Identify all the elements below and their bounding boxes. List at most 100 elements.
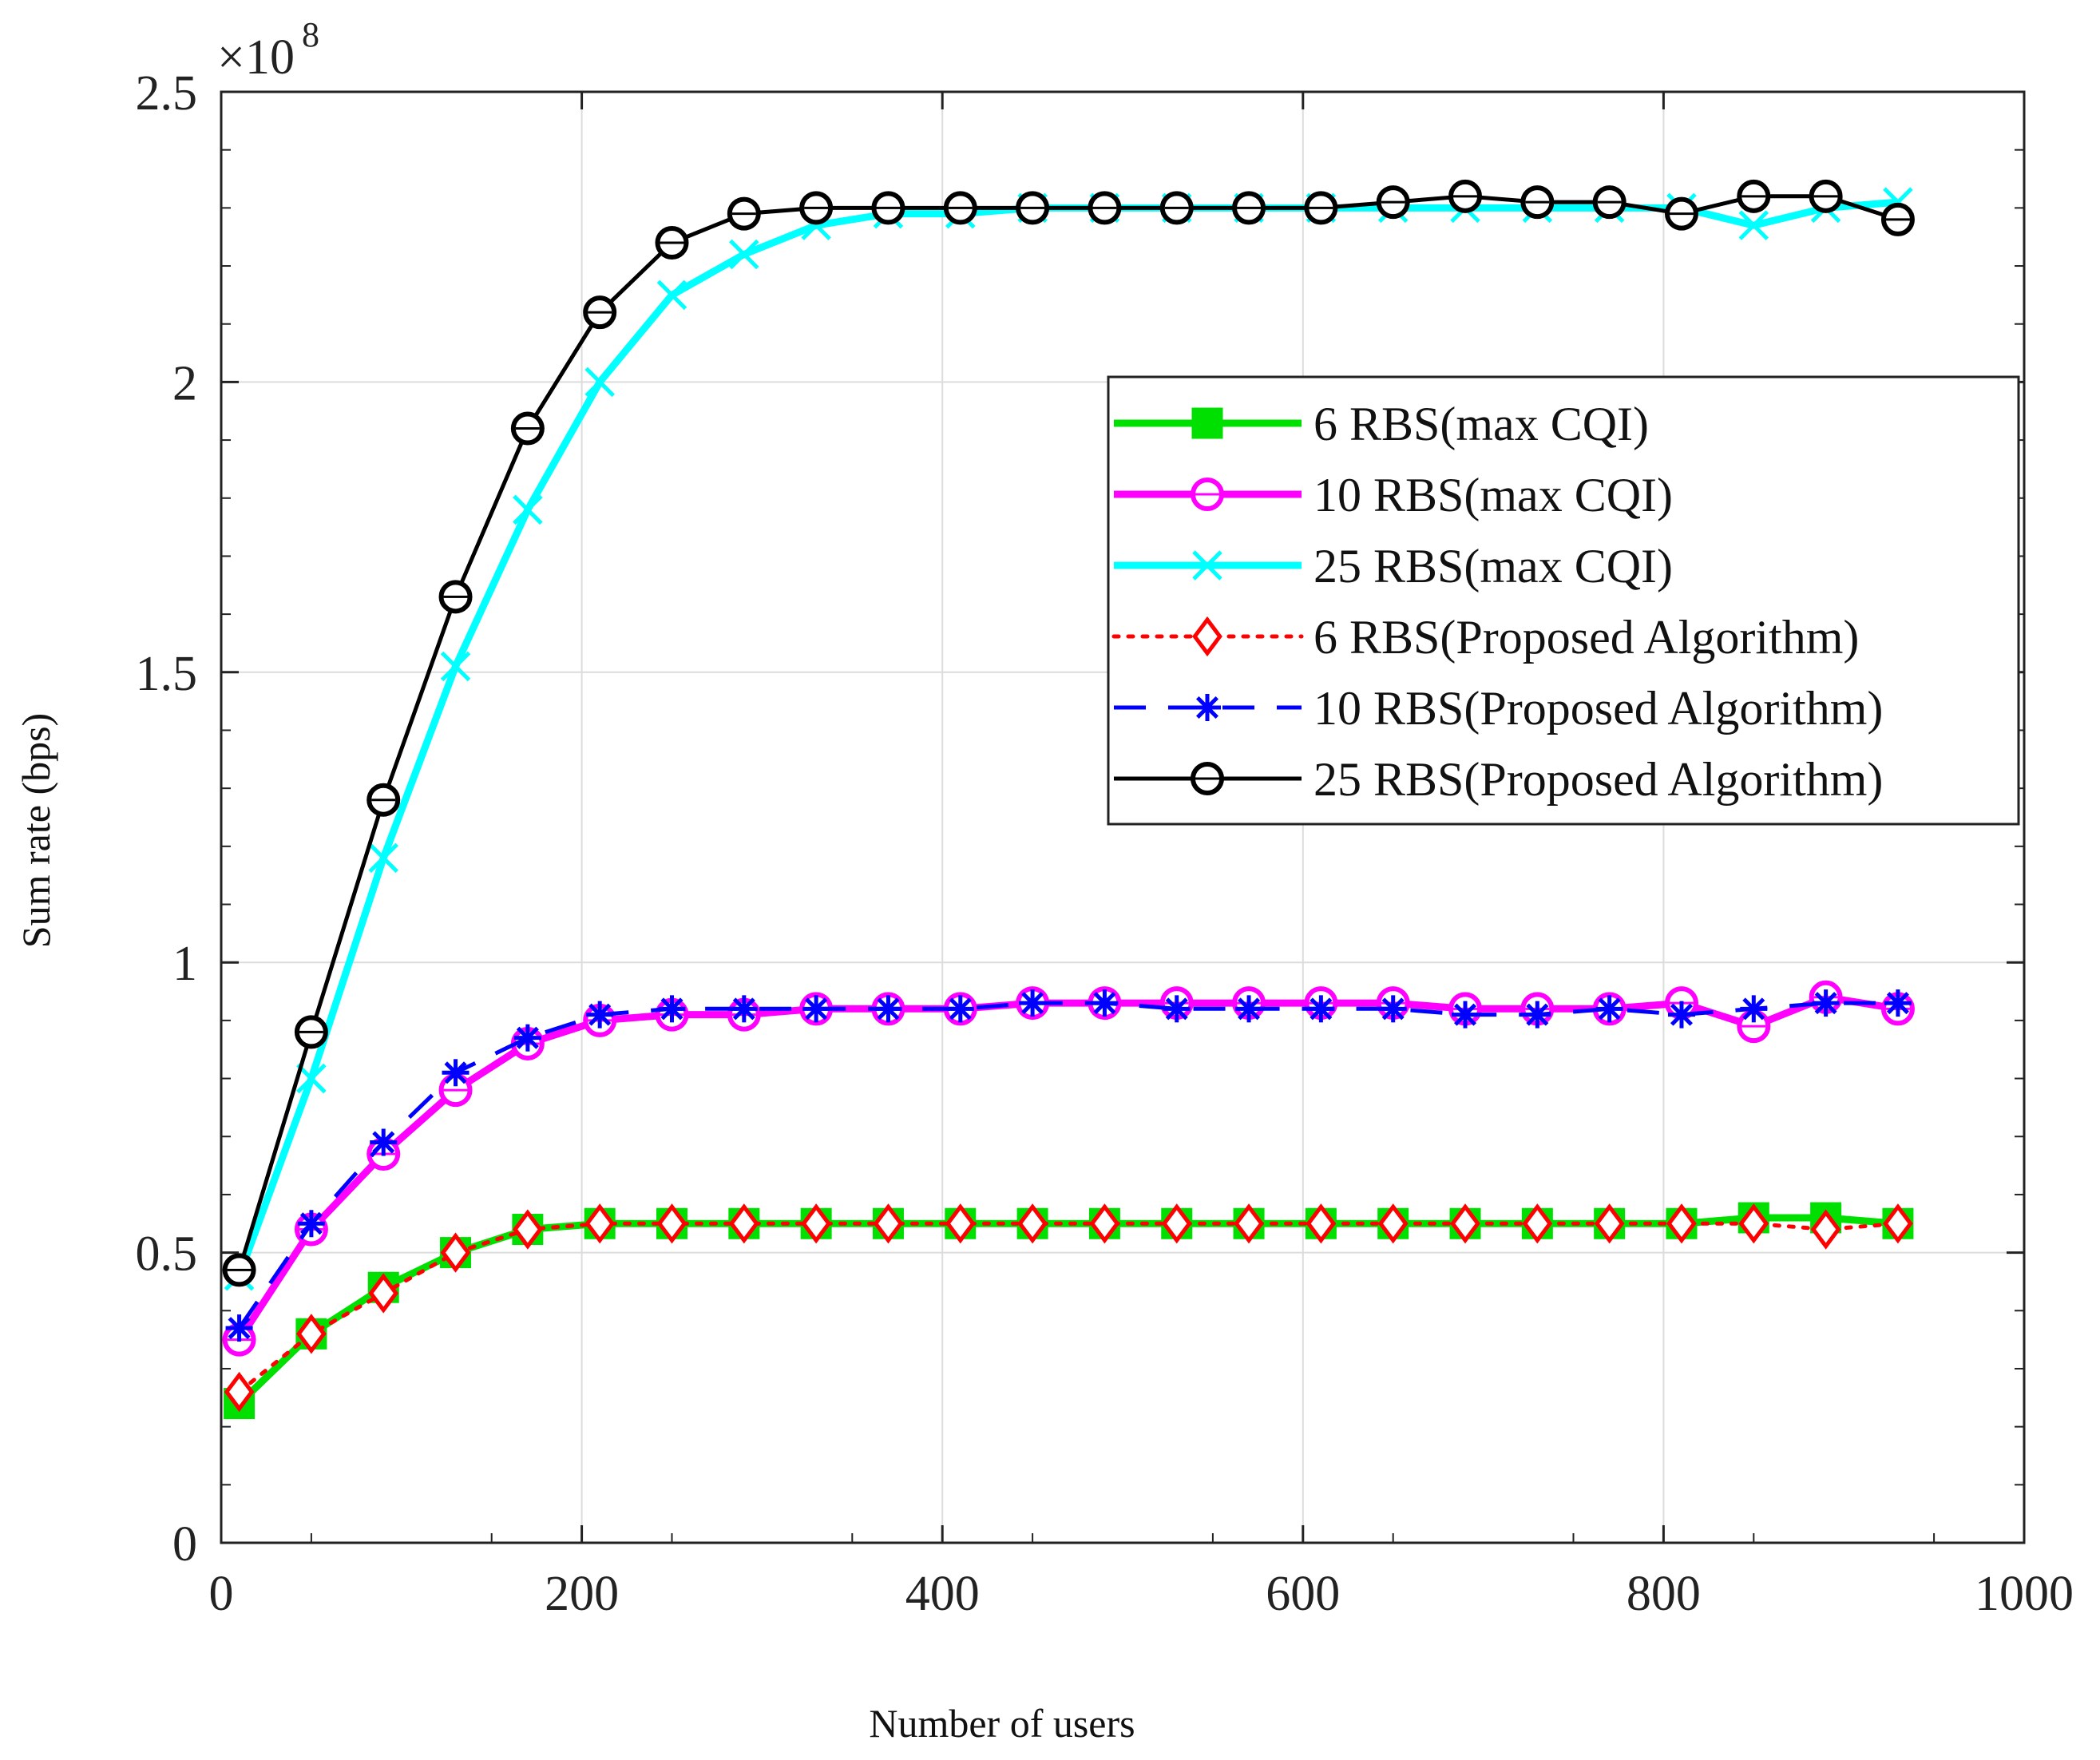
marker-diamond-shape bbox=[945, 1203, 976, 1244]
legend-label-2: 25 RBS(max CQI) bbox=[1313, 540, 1673, 593]
data-point-3-12 bbox=[1089, 1203, 1120, 1244]
marker-star-stroke bbox=[1598, 997, 1621, 1021]
legend-marker-3 bbox=[1192, 616, 1222, 657]
data-point-4-2 bbox=[370, 1128, 398, 1156]
legend-marker-1 bbox=[1191, 478, 1224, 511]
data-point-2-4 bbox=[513, 494, 543, 525]
marker-diamond-shape bbox=[1738, 1203, 1769, 1244]
legend-label-5: 25 RBS(Proposed Algorithm) bbox=[1313, 753, 1883, 806]
data-point-4-1 bbox=[297, 1210, 325, 1238]
data-point-5-5 bbox=[583, 295, 617, 330]
marker-diamond-shape bbox=[584, 1203, 616, 1244]
data-point-3-3 bbox=[440, 1232, 471, 1273]
data-point-3-22 bbox=[1810, 1209, 1841, 1250]
x-tick-label: 800 bbox=[1627, 1567, 1701, 1621]
legend-box bbox=[1107, 375, 2020, 826]
data-point-4-5 bbox=[586, 1001, 614, 1029]
marker-star-stroke bbox=[732, 997, 755, 1021]
marker-star-stroke bbox=[660, 997, 683, 1021]
marker-x-stroke bbox=[729, 239, 759, 270]
marker-diamond-shape bbox=[1883, 1203, 1913, 1244]
marker-diamond-shape bbox=[1306, 1203, 1337, 1244]
marker-star-stroke bbox=[1093, 992, 1116, 1015]
data-point-3-7 bbox=[728, 1203, 759, 1244]
data-point-3-9 bbox=[873, 1203, 904, 1244]
marker-star-stroke bbox=[1165, 997, 1188, 1021]
marker-star-stroke bbox=[588, 1003, 612, 1026]
y-axis-title: Sum rate (bps) bbox=[14, 713, 58, 948]
x-tick-label: 0 bbox=[209, 1567, 234, 1621]
marker-star-stroke bbox=[1021, 992, 1044, 1015]
data-point-4-14 bbox=[1235, 995, 1263, 1023]
data-point-5-15 bbox=[1304, 191, 1338, 225]
marker-diamond-shape bbox=[368, 1273, 399, 1314]
marker-star-stroke bbox=[805, 997, 828, 1021]
data-point-5-10 bbox=[943, 191, 977, 225]
data-point-3-2 bbox=[368, 1273, 399, 1314]
y-tick-label: 1 bbox=[172, 937, 197, 991]
legend-label-3: 6 RBS(Proposed Algorithm) bbox=[1313, 611, 1859, 664]
plot-frame bbox=[220, 90, 2026, 1544]
marker-x-stroke bbox=[584, 367, 615, 398]
data-point-2-2 bbox=[368, 842, 398, 874]
marker-diamond-shape bbox=[728, 1203, 759, 1244]
legend-item-5: 25 RBS(Proposed Algorithm) bbox=[1114, 753, 1883, 806]
y-tick-label: 0.5 bbox=[136, 1227, 198, 1282]
x-tick-label: 400 bbox=[905, 1567, 980, 1621]
data-point-5-3 bbox=[438, 580, 473, 614]
series-3 bbox=[224, 1203, 1913, 1413]
marker-diamond-shape bbox=[801, 1203, 832, 1244]
legend: 6 RBS(max CQI) 10 RBS(max CQI) 25 RBS(max … bbox=[1107, 375, 2020, 826]
data-point-4-18 bbox=[1523, 1001, 1551, 1029]
data-point-4-22 bbox=[1812, 989, 1840, 1017]
data-point-5-11 bbox=[1016, 191, 1050, 225]
data-point-4-17 bbox=[1452, 1001, 1480, 1029]
data-point-3-19 bbox=[1594, 1203, 1625, 1244]
data-point-3-4 bbox=[512, 1209, 543, 1250]
marker-star-stroke bbox=[1742, 997, 1765, 1021]
data-point-3-23 bbox=[1883, 1203, 1913, 1244]
data-point-4-9 bbox=[874, 995, 902, 1023]
data-point-5-14 bbox=[1232, 191, 1266, 225]
marker-star-stroke bbox=[1454, 1003, 1477, 1026]
legend-marker-2 bbox=[1192, 550, 1222, 581]
marker-star-stroke bbox=[1526, 1003, 1549, 1026]
marker-star-stroke bbox=[949, 997, 972, 1021]
x-axis-title: Number of users bbox=[869, 1701, 1135, 1746]
data-point-5-9 bbox=[871, 191, 905, 225]
marker-star-stroke bbox=[299, 1212, 323, 1235]
marker-star-stroke bbox=[444, 1061, 467, 1084]
marker-star-stroke bbox=[1886, 992, 1909, 1015]
x-tick-label: 200 bbox=[545, 1567, 619, 1621]
data-point-5-8 bbox=[799, 191, 834, 225]
marker-x-stroke bbox=[1192, 550, 1222, 581]
data-point-2-3 bbox=[440, 651, 471, 682]
data-point-4-19 bbox=[1595, 995, 1623, 1023]
marker-x-stroke bbox=[513, 494, 543, 525]
data-point-5-4 bbox=[510, 411, 545, 446]
data-point-4-13 bbox=[1163, 995, 1191, 1023]
series-4 bbox=[225, 989, 1912, 1342]
data-point-5-16 bbox=[1376, 185, 1410, 220]
marker-star-stroke bbox=[516, 1026, 539, 1049]
marker-x-stroke bbox=[368, 842, 398, 874]
data-point-4-3 bbox=[442, 1059, 470, 1087]
data-point-4-10 bbox=[946, 995, 974, 1023]
legend-marker-4 bbox=[1194, 694, 1221, 721]
marker-diamond-shape bbox=[1594, 1203, 1625, 1244]
data-point-4-12 bbox=[1091, 989, 1119, 1017]
x-tick-label: 1000 bbox=[1975, 1567, 2074, 1621]
series-5 bbox=[222, 179, 1915, 1287]
marker-x-stroke bbox=[1738, 210, 1769, 240]
data-point-2-6 bbox=[656, 279, 687, 311]
y-multiplier: ×10 8 bbox=[217, 15, 319, 85]
data-point-5-19 bbox=[1592, 185, 1627, 220]
tick-labels: 0 200 400 600 800 1000 0 0.5 1 1.5 2 2.5 bbox=[136, 66, 2074, 1621]
data-point-3-15 bbox=[1306, 1203, 1337, 1244]
marker-star-stroke bbox=[1310, 997, 1333, 1021]
data-point-3-5 bbox=[584, 1203, 616, 1244]
marker-diamond-shape bbox=[873, 1203, 904, 1244]
data-point-5-6 bbox=[655, 225, 689, 260]
marker-diamond-shape bbox=[440, 1232, 471, 1273]
